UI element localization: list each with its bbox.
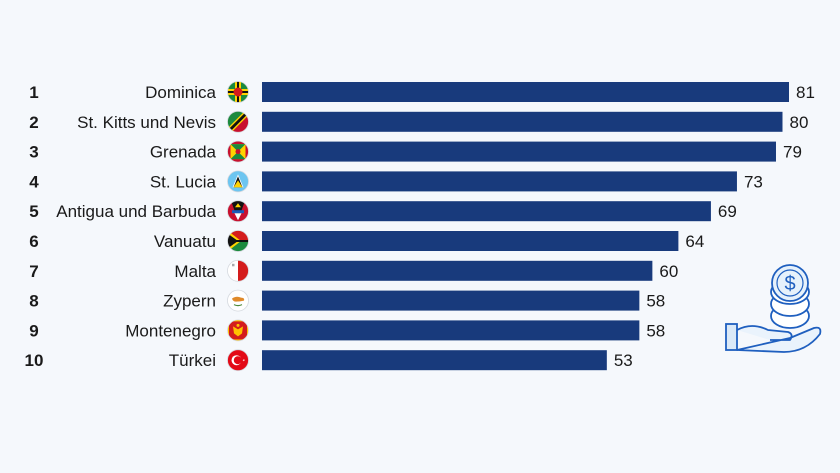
bar: [262, 82, 789, 102]
category-label: Antigua und Barbuda: [56, 202, 216, 221]
value-label: 60: [659, 262, 678, 281]
category-label: Türkei: [169, 351, 216, 370]
value-label: 80: [789, 113, 808, 132]
category-label: Zypern: [163, 292, 216, 311]
rank-label: 5: [29, 202, 38, 221]
flag-montenegro-icon: [227, 319, 249, 342]
rank-label: 8: [29, 292, 38, 311]
flag-zypern-icon: [227, 289, 249, 312]
value-label: 73: [744, 172, 763, 191]
bar: [262, 111, 783, 132]
rank-label: 7: [29, 262, 38, 281]
rank-label: 9: [29, 321, 38, 340]
bar: [262, 320, 640, 341]
bar: [262, 290, 640, 311]
flag-tuerkei-icon: [227, 349, 249, 372]
bar: [262, 171, 737, 192]
value-label: 64: [685, 232, 704, 251]
category-label: Dominica: [145, 83, 216, 102]
category-label: Vanuatu: [154, 232, 216, 251]
bar: [262, 260, 653, 281]
dollar-symbol: $: [784, 273, 795, 295]
category-label: Montenegro: [125, 321, 216, 340]
value-label: 81: [796, 83, 815, 102]
value-label: 53: [614, 351, 633, 370]
bar: [262, 201, 711, 222]
flag-st-kitts-nevis-icon: [227, 110, 249, 133]
bar: [262, 141, 776, 162]
category-label: Malta: [174, 262, 216, 281]
flag-vanuatu-icon: [227, 230, 249, 252]
rank-label: 6: [29, 232, 38, 251]
rank-label: 2: [29, 113, 38, 132]
hand-with-dollar-coins-icon: $: [725, 264, 822, 353]
value-label: 79: [783, 143, 802, 162]
flag-dominica-icon: [227, 81, 249, 103]
flag-malta-icon: [227, 259, 249, 282]
value-label: 58: [646, 292, 665, 311]
category-label: St. Lucia: [150, 172, 217, 191]
flag-st-lucia-icon: [227, 170, 249, 193]
rank-label: 1: [29, 83, 38, 102]
rank-label: 4: [29, 172, 39, 191]
value-label: 69: [718, 202, 737, 221]
rank-label: 3: [29, 143, 38, 162]
chart-rows: 1 Dominica 81 2 St. Kitts und Nevis 80 3 Grenad…: [25, 81, 815, 372]
flag-antigua-barbuda-icon: [227, 200, 249, 223]
bar: [262, 350, 607, 371]
rank-label: 10: [25, 351, 44, 370]
bar: [262, 231, 679, 251]
category-label: St. Kitts und Nevis: [77, 113, 216, 132]
category-label: Grenada: [150, 143, 217, 162]
flag-grenada-icon: [227, 140, 249, 163]
value-label: 58: [646, 321, 665, 340]
